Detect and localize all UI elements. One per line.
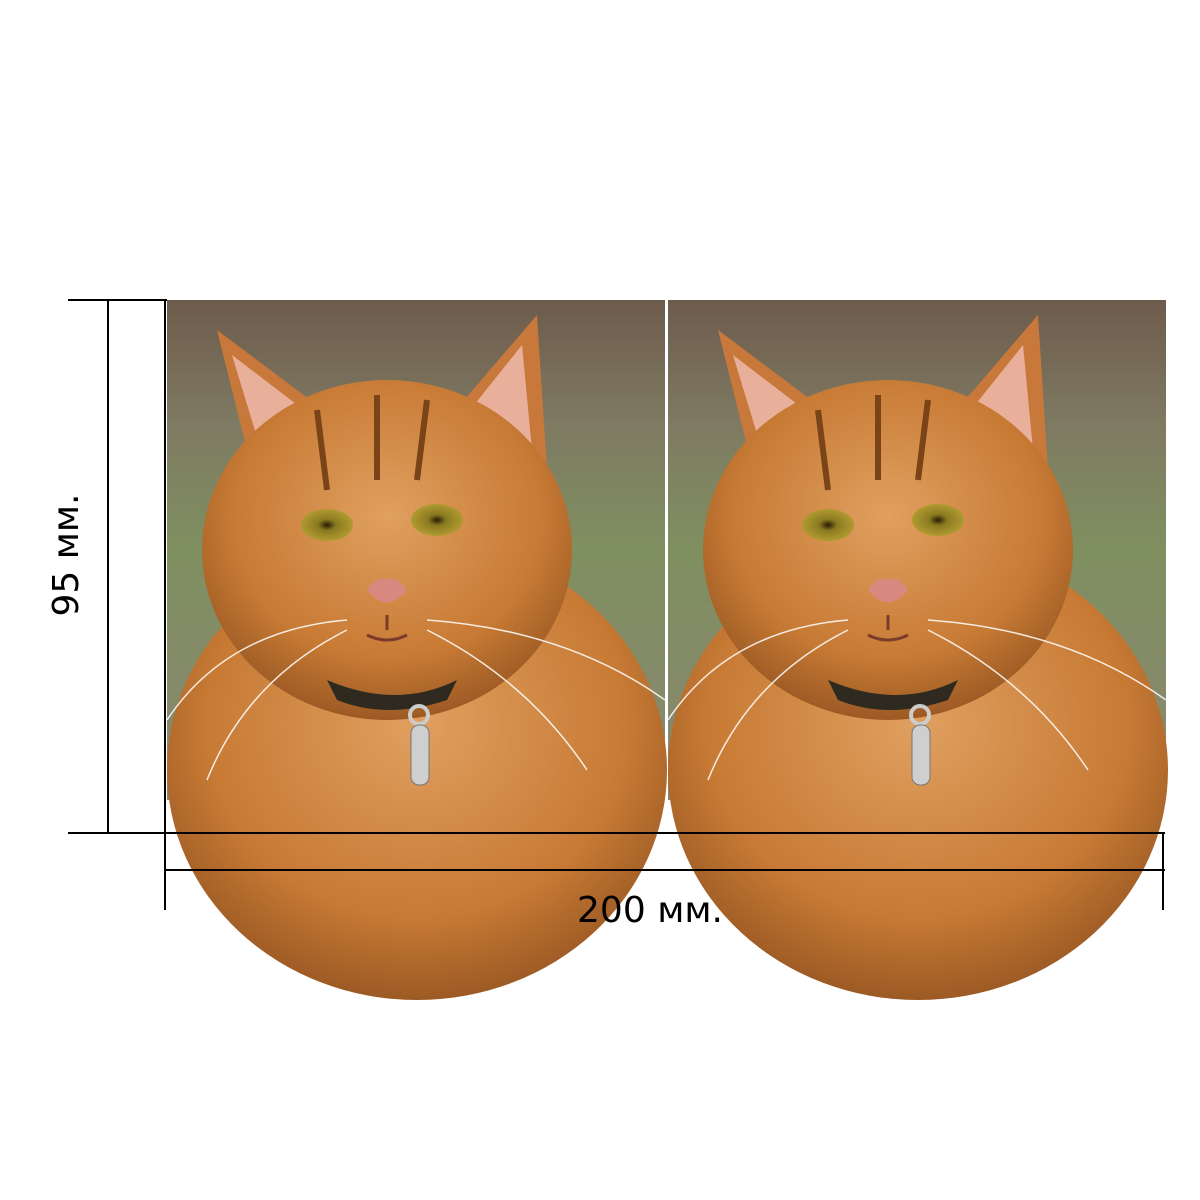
photo-right bbox=[668, 300, 1168, 1000]
height-dimension: 95 мм. bbox=[46, 299, 167, 834]
height-label: 95 мм. bbox=[46, 493, 87, 616]
width-dimension: 200 мм. bbox=[164, 832, 1165, 931]
width-label: 200 мм. bbox=[577, 890, 723, 931]
